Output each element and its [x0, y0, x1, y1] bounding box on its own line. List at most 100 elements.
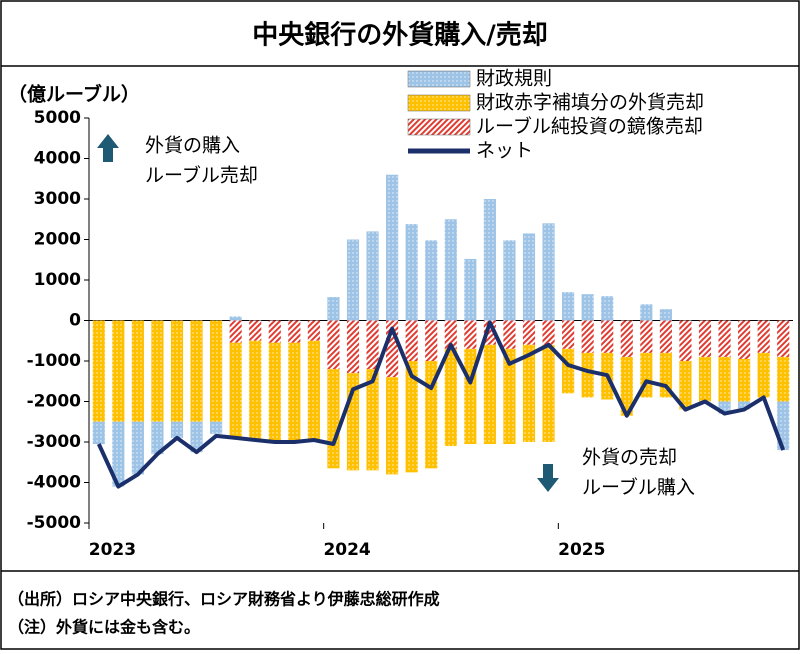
- bar: [777, 320, 790, 357]
- y-tick-label: 4000: [34, 149, 81, 169]
- legend-label: 財政規則: [476, 68, 552, 90]
- bar: [581, 352, 594, 398]
- bar: [698, 320, 712, 357]
- bar: [249, 320, 262, 341]
- bar: [679, 320, 692, 361]
- bar: [503, 348, 516, 445]
- x-tick-label: 2023: [89, 540, 136, 560]
- bar: [542, 223, 555, 321]
- bar: [698, 356, 712, 402]
- bar: [464, 258, 477, 321]
- bar: [405, 224, 418, 321]
- bar: [581, 320, 594, 353]
- bar: [366, 320, 379, 370]
- bar: [92, 421, 105, 445]
- bar: [601, 296, 614, 321]
- bar: [757, 320, 770, 353]
- legend-swatch: [407, 118, 471, 136]
- bar: [190, 421, 203, 453]
- bar: [562, 292, 575, 321]
- bar: [170, 421, 184, 438]
- bar: [503, 240, 516, 321]
- y-tick-label: 3000: [34, 189, 81, 209]
- bar: [738, 401, 751, 410]
- bar: [366, 369, 379, 471]
- bar: [562, 348, 575, 394]
- annotation: 外貨の売却: [582, 447, 677, 469]
- bar: [307, 340, 320, 440]
- bar: [151, 320, 164, 422]
- bar: [366, 231, 379, 321]
- bar: [151, 421, 164, 455]
- bar: [483, 199, 496, 321]
- bar: [738, 358, 751, 402]
- bar: [131, 421, 144, 475]
- bar: [386, 174, 399, 321]
- legend-label: ルーブル純投資の鏡像売却: [476, 115, 703, 138]
- bar: [346, 320, 360, 374]
- bar: [757, 352, 770, 398]
- bar: [268, 320, 281, 343]
- y-tick-label: 2000: [34, 230, 81, 250]
- bar: [542, 344, 555, 442]
- y-tick-label: 1000: [34, 270, 81, 290]
- bar: [522, 233, 536, 321]
- y-axis-label: （億ルーブル）: [8, 83, 140, 106]
- bar: [620, 320, 633, 357]
- bar: [170, 320, 184, 422]
- annotation: ルーブル購入: [582, 476, 695, 499]
- x-tick-label: 2024: [323, 540, 370, 560]
- bar: [640, 304, 653, 321]
- bar: [581, 294, 594, 321]
- bar: [738, 320, 751, 359]
- bar: [562, 320, 575, 349]
- bar: [210, 320, 223, 422]
- bar: [268, 342, 281, 442]
- source-note: （出所）ロシア中央銀行、ロシア財務省より伊藤忠総研作成: [8, 590, 440, 609]
- y-tick-label: -4000: [27, 473, 82, 493]
- bar: [229, 316, 242, 321]
- bar: [718, 356, 731, 402]
- bar: [601, 320, 614, 353]
- bar: [249, 340, 262, 440]
- bar: [679, 361, 692, 410]
- annotation: 外貨の購入: [145, 135, 240, 157]
- bar: [190, 320, 203, 422]
- bar: [210, 421, 223, 434]
- bar: [307, 320, 320, 341]
- bar: [346, 239, 360, 321]
- bar: [405, 361, 418, 473]
- legend-swatch: [407, 94, 471, 112]
- up-arrow: [97, 134, 119, 162]
- bar: [444, 219, 457, 321]
- down-arrow: [537, 464, 559, 492]
- y-tick-label: -5000: [27, 513, 82, 533]
- y-tick-label: 0: [69, 311, 81, 331]
- bar: [659, 320, 672, 353]
- bar: [229, 342, 242, 438]
- bar: [131, 320, 144, 422]
- bar: [620, 356, 633, 416]
- line: [96, 320, 786, 489]
- y-tick-label: -3000: [27, 432, 82, 452]
- bar: [229, 320, 242, 343]
- bar: [503, 320, 516, 349]
- bar: [425, 320, 438, 361]
- legend-label: ネット: [476, 140, 533, 162]
- bar: [327, 297, 340, 321]
- bar: [640, 320, 653, 353]
- bar: [112, 320, 125, 422]
- y-tick-label: -1000: [27, 351, 82, 371]
- bar: [288, 342, 301, 442]
- bar: [327, 320, 340, 370]
- bar: [327, 369, 340, 469]
- bar: [386, 377, 399, 475]
- note: （注）外貨には金も含む。: [8, 618, 200, 637]
- bar: [405, 320, 418, 361]
- annotation: ルーブル売却: [145, 164, 258, 187]
- bar: [522, 344, 536, 442]
- bar: [522, 320, 536, 345]
- bar: [659, 309, 672, 321]
- chart-title: 中央銀行の外貨購入/売却: [252, 20, 548, 51]
